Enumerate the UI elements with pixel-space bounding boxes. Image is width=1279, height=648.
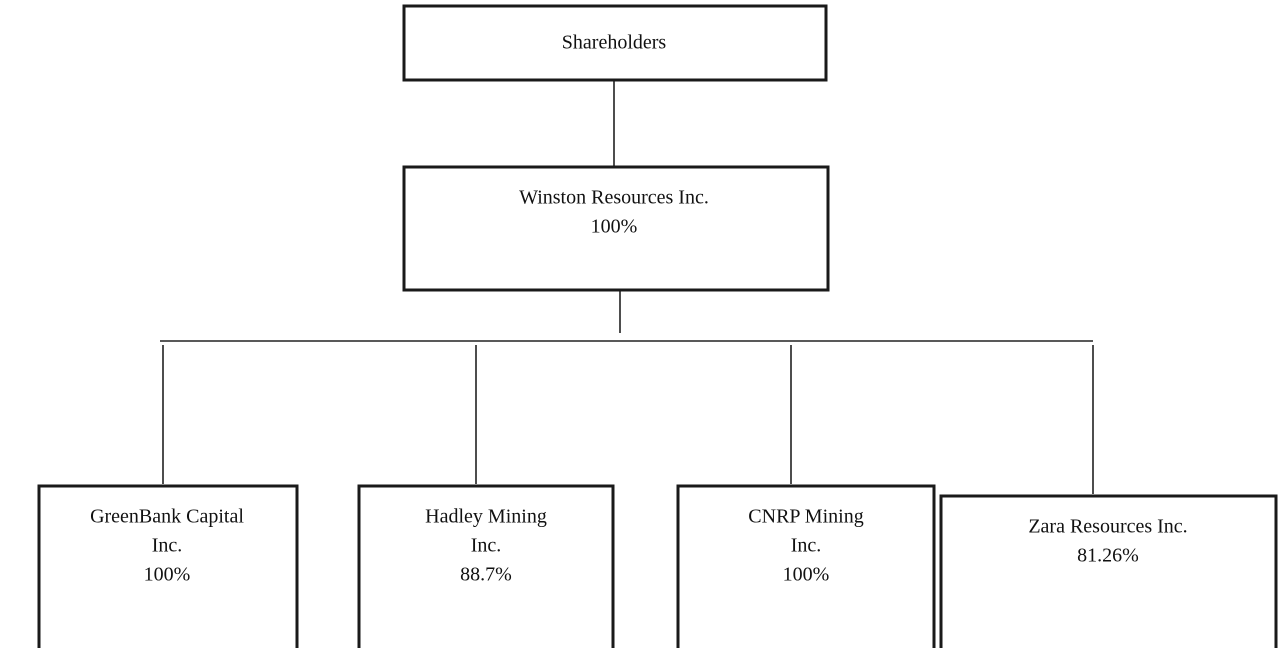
node-box [676,484,936,648]
node-label: Winston Resources Inc. [519,187,709,209]
node-label: Zara Resources Inc. [1028,516,1187,538]
node-label: Shareholders [562,32,667,54]
node-box [402,4,828,82]
node-label: Hadley Mining [425,506,547,528]
node-label: 100% [591,216,638,238]
node-box [37,484,299,648]
node-label: 100% [144,564,191,586]
node-label: Inc. [791,535,822,557]
node-label: Inc. [471,535,502,557]
node-label: 100% [783,564,830,586]
node-label: GreenBank Capital [90,506,244,528]
node-label: 81.26% [1077,545,1139,567]
node-box [357,484,615,648]
node-label: Inc. [152,535,183,557]
node-box [939,494,1278,648]
node-label: CNRP Mining [748,506,863,528]
node-label: 88.7% [460,564,512,586]
node-box [402,165,830,292]
